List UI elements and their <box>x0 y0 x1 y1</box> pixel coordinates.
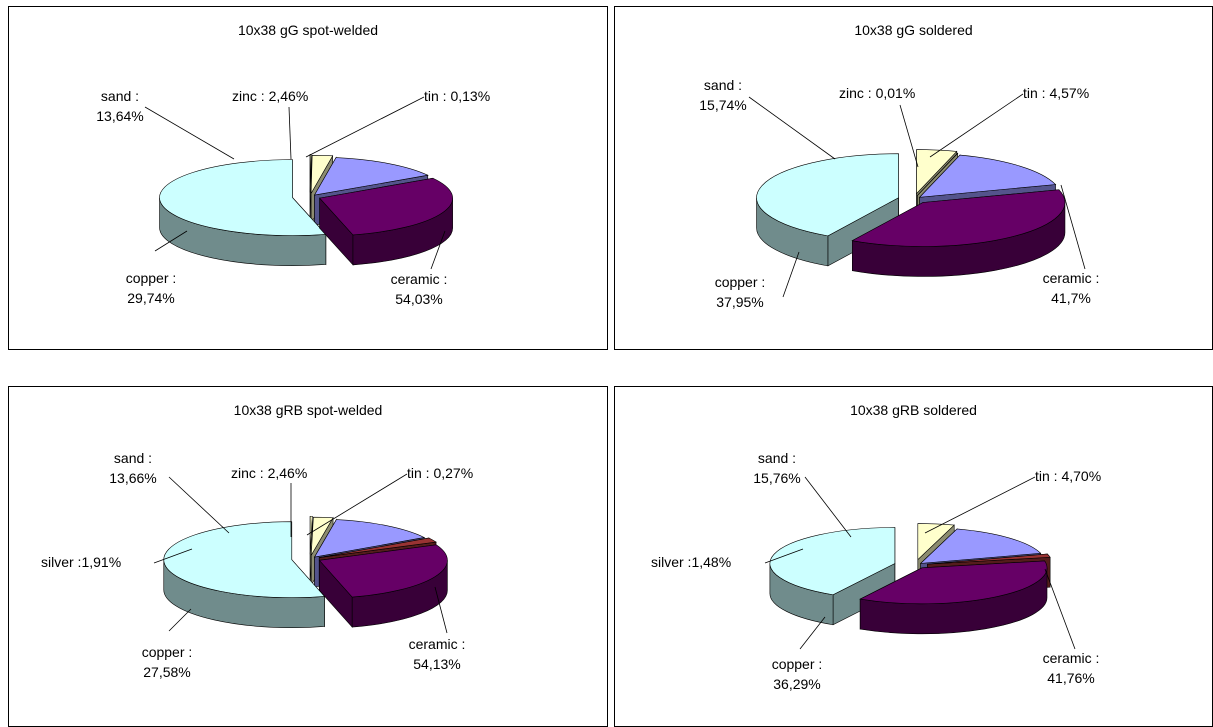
leader-line-sand <box>748 96 836 160</box>
slice-value-ceramic: 54,03% <box>395 291 442 307</box>
slice-label-ceramic: ceramic : <box>409 636 466 652</box>
slice-label-tin: tin : 4,57% <box>1023 85 1089 101</box>
pie-chart: 10x38 gRB spot-welded ceramic : 54,13% copp… <box>41 402 473 680</box>
leader-line-ceramic <box>434 586 448 634</box>
slice-value-sand: 13,66% <box>109 470 156 486</box>
leader-line-ceramic <box>1044 568 1076 650</box>
slice-label-copper: copper : <box>126 270 177 286</box>
slice-label-copper: copper : <box>142 644 193 660</box>
chart-panel-grb-soldered: 10x38 gRB soldered ceramic : 41,76% copper … <box>614 386 1213 727</box>
pie-slice-copper <box>851 189 1066 277</box>
slice-label-silver: silver :1,91% <box>41 554 121 570</box>
slice-label-zinc: zinc : 2,46% <box>232 88 308 104</box>
slice-label-ceramic: ceramic : <box>1043 650 1100 666</box>
slice-label-silver: silver :1,48% <box>651 554 731 570</box>
leader-line-copper <box>799 616 826 650</box>
slice-label-ceramic: ceramic : <box>1043 270 1100 286</box>
leader-line-tin <box>305 96 425 158</box>
pie-slice-ceramic <box>159 159 327 266</box>
slice-label-zinc: zinc : 2,46% <box>231 465 307 481</box>
leader-line-copper <box>154 230 188 252</box>
pie-slice-copper <box>318 544 448 628</box>
pie-slice-ceramic <box>163 521 326 628</box>
pie-slice-ceramic <box>756 153 899 267</box>
chart-title: 10x38 gRB spot-welded <box>234 402 383 418</box>
pie-chart: 10x38 gRB soldered ceramic : 41,76% copper … <box>651 402 1101 692</box>
slice-label-tin: tin : 0,27% <box>407 465 473 481</box>
leader-line-tin <box>306 473 408 536</box>
slice-value-sand: 13,64% <box>96 108 143 124</box>
leader-line-tin <box>924 476 1036 534</box>
pie-chart: 10x38 gG spot-welded ceramic : 54,03% coppe… <box>96 22 490 307</box>
slice-label-sand: sand : <box>114 450 152 466</box>
slice-label-ceramic: ceramic : <box>391 271 448 287</box>
leader-line-ceramic <box>1060 184 1086 270</box>
leader-line-silver <box>153 548 193 564</box>
slice-label-copper: copper : <box>772 656 823 672</box>
slice-value-ceramic: 41,7% <box>1051 290 1091 306</box>
leader-line-tin <box>929 93 1024 158</box>
slice-value-ceramic: 41,76% <box>1047 670 1094 686</box>
slice-label-tin: tin : 4,70% <box>1035 468 1101 484</box>
leader-line-sand <box>804 476 852 538</box>
slice-label-tin: tin : 0,13% <box>424 88 490 104</box>
chart-title: 10x38 gG soldered <box>854 22 972 38</box>
leader-line-zinc <box>288 106 292 160</box>
leader-line-copper <box>782 251 800 298</box>
slice-value-ceramic: 54,13% <box>413 656 460 672</box>
pie-chart: 10x38 gG soldered ceramic : 41,7% copper : 3… <box>699 22 1100 310</box>
slice-value-copper: 37,95% <box>716 294 763 310</box>
chart-title: 10x38 gG spot-welded <box>238 22 378 38</box>
slice-label-sand: sand : <box>101 88 139 104</box>
slice-value-sand: 15,74% <box>699 97 746 113</box>
slice-value-copper: 27,58% <box>143 664 190 680</box>
chart-panel-gg-spot-welded: 10x38 gG spot-welded ceramic : 54,03% coppe… <box>8 6 608 350</box>
slice-value-copper: 29,74% <box>127 290 174 306</box>
pie-slice-ceramic <box>769 527 896 626</box>
chart-panel-grb-spot-welded: 10x38 gRB spot-welded ceramic : 54,13% copp… <box>8 386 608 727</box>
leader-line-copper <box>168 608 192 632</box>
leader-line-zinc <box>899 104 919 168</box>
slice-value-copper: 36,29% <box>773 676 820 692</box>
leader-line-sand <box>144 106 235 160</box>
leader-line-silver <box>764 548 804 564</box>
pie-slice-copper <box>319 177 453 266</box>
slice-label-sand: sand : <box>758 450 796 466</box>
slice-value-sand: 15,76% <box>753 470 800 486</box>
leader-line-ceramic <box>430 230 446 270</box>
chart-title: 10x38 gRB soldered <box>850 402 977 418</box>
slice-label-sand: sand : <box>704 77 742 93</box>
leader-line-sand <box>168 476 230 534</box>
pie-slice-copper <box>859 560 1048 635</box>
slice-label-copper: copper : <box>715 274 766 290</box>
chart-panel-gg-soldered: 10x38 gG soldered ceramic : 41,7% copper : 3… <box>614 6 1213 350</box>
slice-label-zinc: zinc : 0,01% <box>839 85 915 101</box>
